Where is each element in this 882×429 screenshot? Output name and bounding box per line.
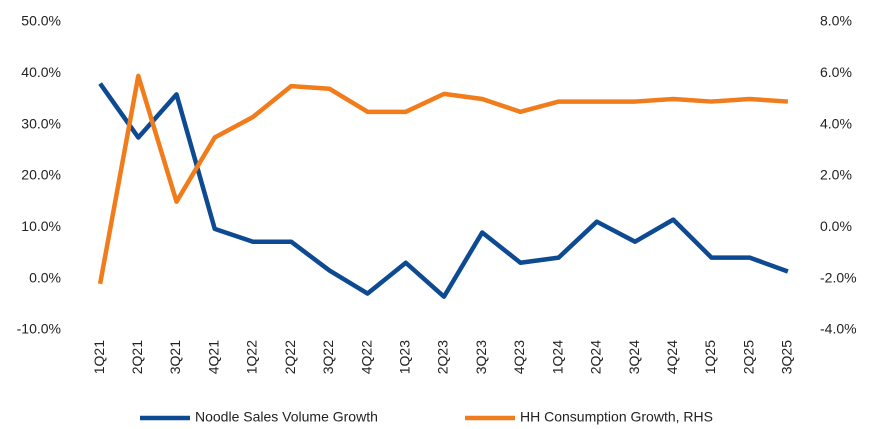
x-tick-label: 3Q25: [779, 340, 795, 374]
x-tick-label: 4Q23: [511, 340, 527, 374]
series-line: [97, 73, 789, 285]
x-tick-label: 3Q21: [167, 340, 183, 374]
x-tick-label: 4Q24: [664, 340, 680, 374]
y-tick-label: 0.0%: [29, 269, 61, 285]
x-tick-label: 2Q25: [740, 340, 756, 374]
x-tick-label: 3Q22: [320, 340, 336, 374]
x-tick-label: 1Q21: [91, 340, 107, 374]
x-tick-label: 4Q21: [205, 340, 221, 374]
y2-tick-label: 6.0%: [820, 64, 852, 80]
series-line: [98, 82, 789, 299]
legend-label: Noodle Sales Volume Growth: [195, 409, 378, 425]
x-tick-label: 2Q24: [588, 340, 604, 374]
y-tick-label: 40.0%: [21, 64, 61, 80]
y-tick-label: 10.0%: [21, 218, 61, 234]
y2-tick-label: -2.0%: [820, 269, 857, 285]
x-tick-label: 4Q22: [358, 340, 374, 374]
x-tick-label: 1Q23: [396, 340, 412, 374]
y-tick-label: 20.0%: [21, 167, 61, 183]
x-tick-label: 3Q23: [473, 340, 489, 374]
y2-tick-label: 4.0%: [820, 115, 852, 131]
y2-tick-label: 0.0%: [820, 218, 852, 234]
x-tick-label: 2Q21: [129, 340, 145, 374]
y-tick-label: 50.0%: [21, 13, 61, 29]
x-tick-label: 3Q24: [626, 340, 642, 374]
x-tick-label: 1Q24: [549, 340, 565, 374]
y-tick-label: -10.0%: [17, 321, 61, 337]
x-tick-label: 1Q22: [244, 340, 260, 374]
x-tick-label: 1Q25: [702, 340, 718, 374]
y-tick-label: 30.0%: [21, 115, 61, 131]
x-tick-label: 2Q23: [435, 340, 451, 374]
y2-tick-label: 8.0%: [820, 13, 852, 29]
y2-tick-label: -4.0%: [820, 321, 857, 337]
y2-tick-label: 2.0%: [820, 167, 852, 183]
x-tick-label: 2Q22: [282, 340, 298, 374]
legend-label: HH Consumption Growth, RHS: [520, 409, 713, 425]
